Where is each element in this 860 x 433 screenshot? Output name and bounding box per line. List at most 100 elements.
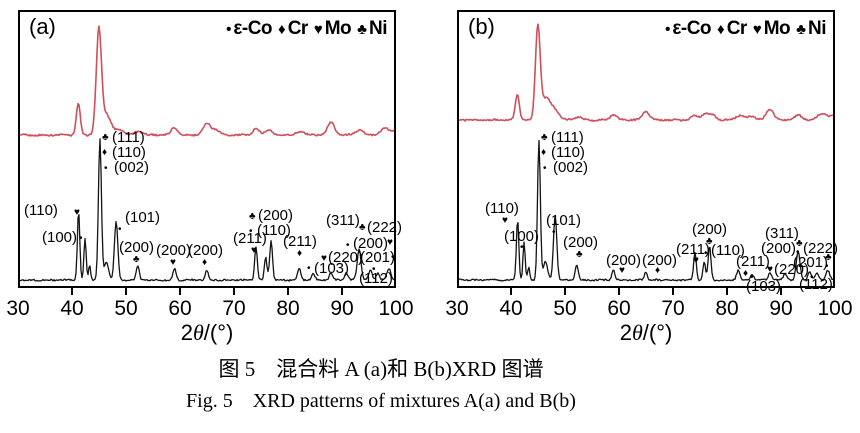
legend-label: ε-Co xyxy=(672,18,712,39)
dot-icon: • xyxy=(520,242,524,253)
dot-icon: • xyxy=(104,163,108,174)
heart-icon: ♥ xyxy=(619,265,625,276)
x-axis-tick xyxy=(125,288,127,295)
x-axis-tick xyxy=(726,288,728,295)
panel-letter-a: (a) xyxy=(29,14,56,39)
peak-label: (200) xyxy=(119,239,155,256)
caption-chinese: 图 5 混合料 A (a)和 B(b)XRD 图谱 xyxy=(218,357,544,381)
dot-icon: • xyxy=(391,252,395,263)
x-axis-tick xyxy=(233,288,235,295)
legend-item: • ε-Co xyxy=(665,19,711,38)
dot-icon: • xyxy=(118,224,122,235)
peak-label: (110) xyxy=(711,242,745,259)
heart-icon: ♥ xyxy=(502,215,508,226)
peak-label: (110) xyxy=(24,202,58,219)
club-icon: ♣ xyxy=(796,21,806,38)
x-axis-title: 2θ/(°) xyxy=(18,320,396,345)
x-axis-title-number: 2 xyxy=(619,320,632,345)
peak-label: (110) xyxy=(551,144,585,161)
dot-icon: • xyxy=(750,272,754,283)
peak-label: (200) xyxy=(156,242,192,259)
legend-item: ♣ Ni xyxy=(357,19,387,38)
x-axis-tick-label: 70 xyxy=(222,297,246,320)
x-axis-tick-label: 30 xyxy=(6,297,30,320)
phase-legend: • ε-Co ♦ Cr ♥ Mo ♣ Ni xyxy=(226,19,387,38)
dot-icon: • xyxy=(307,263,311,274)
heart-icon: ♥ xyxy=(251,245,257,256)
peak-label: (222) xyxy=(367,219,403,236)
x-axis-title: 2θ/(°) xyxy=(457,320,835,345)
legend-item: ♥ Mo xyxy=(314,18,352,39)
heart-icon: ♥ xyxy=(693,255,699,266)
legend-item: ♣ Ni xyxy=(796,19,826,38)
x-axis-title-theta: θ xyxy=(192,320,204,345)
dot-icon: • xyxy=(825,261,829,272)
x-axis-tick-label: 70 xyxy=(661,297,685,320)
dot-icon: • xyxy=(249,226,253,237)
legend-label: ε-Co xyxy=(233,18,273,39)
black-pattern-curve xyxy=(19,138,395,282)
x-axis-tick-label: 90 xyxy=(330,297,354,320)
x-axis-tick xyxy=(287,288,289,295)
peak-label: (200) xyxy=(563,234,599,251)
diffraction-curves xyxy=(458,23,834,282)
x-axis-b: 2θ/(°) 30 40 50 60 70 80 90 100 xyxy=(445,288,853,346)
legend-item: ♥ Mo xyxy=(753,19,791,38)
panel-letter-b: (b) xyxy=(468,14,495,39)
dot-icon: • xyxy=(226,21,232,38)
peak-label: (311) xyxy=(765,225,799,242)
x-axis-title-units: /(°) xyxy=(203,320,234,345)
peak-label: (200) xyxy=(258,207,294,224)
peak-label: (201) xyxy=(360,249,396,266)
heart-icon: ♥ xyxy=(767,264,773,275)
diamond-icon: ♦ xyxy=(717,21,725,38)
peak-label: (211) xyxy=(676,241,710,258)
phase-legend: • ε-Co ♦ Cr ♥ Mo ♣ Ni xyxy=(665,19,826,38)
x-axis-tick-label: 40 xyxy=(499,297,523,320)
club-icon: ♣ xyxy=(359,222,366,233)
heart-icon: ♥ xyxy=(387,237,393,248)
peak-label: (111) xyxy=(551,129,584,146)
dot-icon: • xyxy=(346,240,350,251)
peak-label: (112) xyxy=(359,270,393,287)
peak-label: (200) xyxy=(692,221,728,238)
diamond-icon: ♦ xyxy=(541,147,547,158)
peak-label: (200) xyxy=(188,242,224,259)
peak-label: (103) xyxy=(746,278,782,295)
legend-item: ♦ Cr xyxy=(717,19,747,38)
club-icon: ♣ xyxy=(825,252,832,263)
xrd-panel-b: (b) • ε-Co ♦ Cr ♥ Mo ♣ Ni (110) ♥ (100) • ♣ (111) ♦ (1… xyxy=(445,10,853,346)
x-axis-tick-label: 60 xyxy=(607,297,631,320)
dot-icon: • xyxy=(796,247,800,258)
club-icon: ♣ xyxy=(796,238,803,249)
peak-label: (002) xyxy=(553,159,589,176)
x-axis-title-theta: θ xyxy=(631,320,643,345)
peak-label: (200) xyxy=(642,252,678,269)
peak-label: (200) xyxy=(761,240,797,257)
heart-icon: ♥ xyxy=(74,207,80,218)
diamond-icon: ♦ xyxy=(655,265,661,276)
dot-icon: • xyxy=(665,21,671,38)
club-icon: ♣ xyxy=(576,249,583,260)
x-axis-tick-label: 80 xyxy=(276,297,300,320)
club-icon: ♣ xyxy=(706,236,713,247)
diamond-icon: ♦ xyxy=(202,257,208,268)
x-axis-tick xyxy=(179,288,181,295)
diffraction-curves xyxy=(19,25,395,282)
black-pattern-curve xyxy=(458,139,834,282)
x-axis-tick xyxy=(618,288,620,295)
legend-label: Ni xyxy=(369,18,388,39)
peak-label: (110) xyxy=(257,222,291,239)
dot-icon: • xyxy=(543,163,547,174)
x-axis-tick xyxy=(564,288,566,295)
peak-label: (200) xyxy=(606,252,642,269)
club-icon: ♣ xyxy=(133,254,140,265)
x-axis-tick xyxy=(510,288,512,295)
x-axis-tick xyxy=(341,288,343,295)
diamond-icon: ♦ xyxy=(743,268,749,279)
x-axis-a: 2θ/(°) 30 40 50 60 70 80 90 100 xyxy=(6,288,414,346)
plot-area-b: (b) • ε-Co ♦ Cr ♥ Mo ♣ Ni (110) ♥ (100) • ♣ (111) ♦ (1… xyxy=(457,10,838,294)
legend-label: Mo xyxy=(324,18,352,39)
peak-label: (110) xyxy=(112,144,146,161)
